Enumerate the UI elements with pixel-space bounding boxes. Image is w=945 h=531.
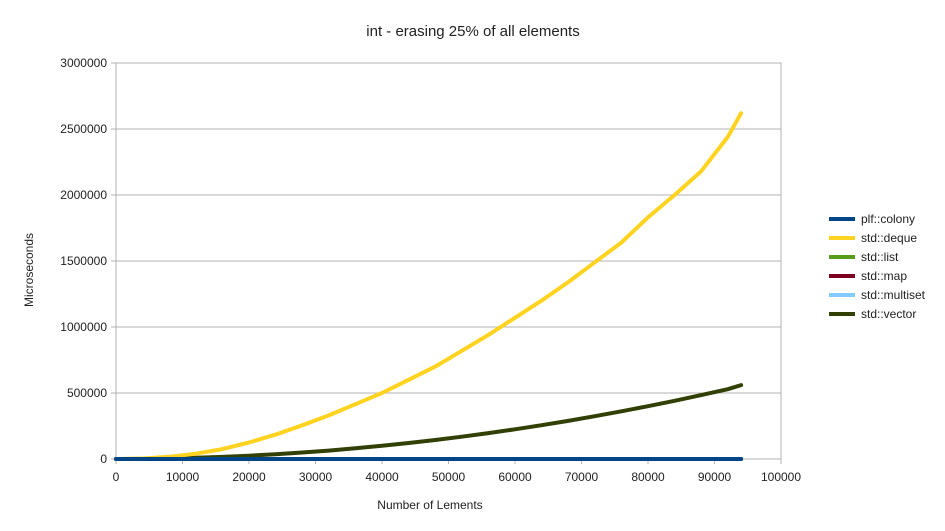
y-tick-label: 3000000 [60,56,107,70]
series-lines [114,111,744,461]
x-axis-ticks: 0 10000 20000 30000 40000 50000 60000 70000 8000… [113,459,801,484]
y-tick-label: 1000000 [60,320,107,334]
y-axis-ticks: 0 500000 1000000 1500000 2000000 2500000 30000… [60,56,116,466]
legend-label: std::multiset [861,288,926,302]
legend-label: plf::colony [861,212,915,226]
y-tick-label: 1500000 [60,254,107,268]
series-line-std-vector [114,383,744,461]
legend-label: std::list [861,250,899,264]
x-tick-label: 60000 [498,470,532,484]
x-tick-label: 10000 [166,470,200,484]
x-tick-label: 80000 [631,470,665,484]
x-tick-label: 40000 [365,470,399,484]
y-axis-title: Microseconds [22,233,36,307]
x-tick-label: 20000 [232,470,266,484]
series-line-std-deque [114,111,744,461]
legend-label: std::vector [861,307,916,321]
legend-label: std::deque [861,231,917,245]
chart-title: int - erasing 25% of all elements [366,23,579,40]
y-tick-label: 2500000 [60,122,107,136]
y-tick-label: 2000000 [60,188,107,202]
x-tick-label: 90000 [698,470,732,484]
x-tick-label: 100000 [761,470,801,484]
x-tick-label: 0 [113,470,120,484]
legend-label: std::map [861,269,907,283]
x-tick-label: 30000 [299,470,333,484]
x-tick-label: 70000 [565,470,599,484]
x-tick-label: 50000 [432,470,466,484]
legend: plf::colonystd::dequestd::liststd::mapst… [829,212,926,321]
y-tick-label: 500000 [67,386,107,400]
x-axis-title: Number of Lements [377,498,482,512]
y-tick-label: 0 [100,452,107,466]
